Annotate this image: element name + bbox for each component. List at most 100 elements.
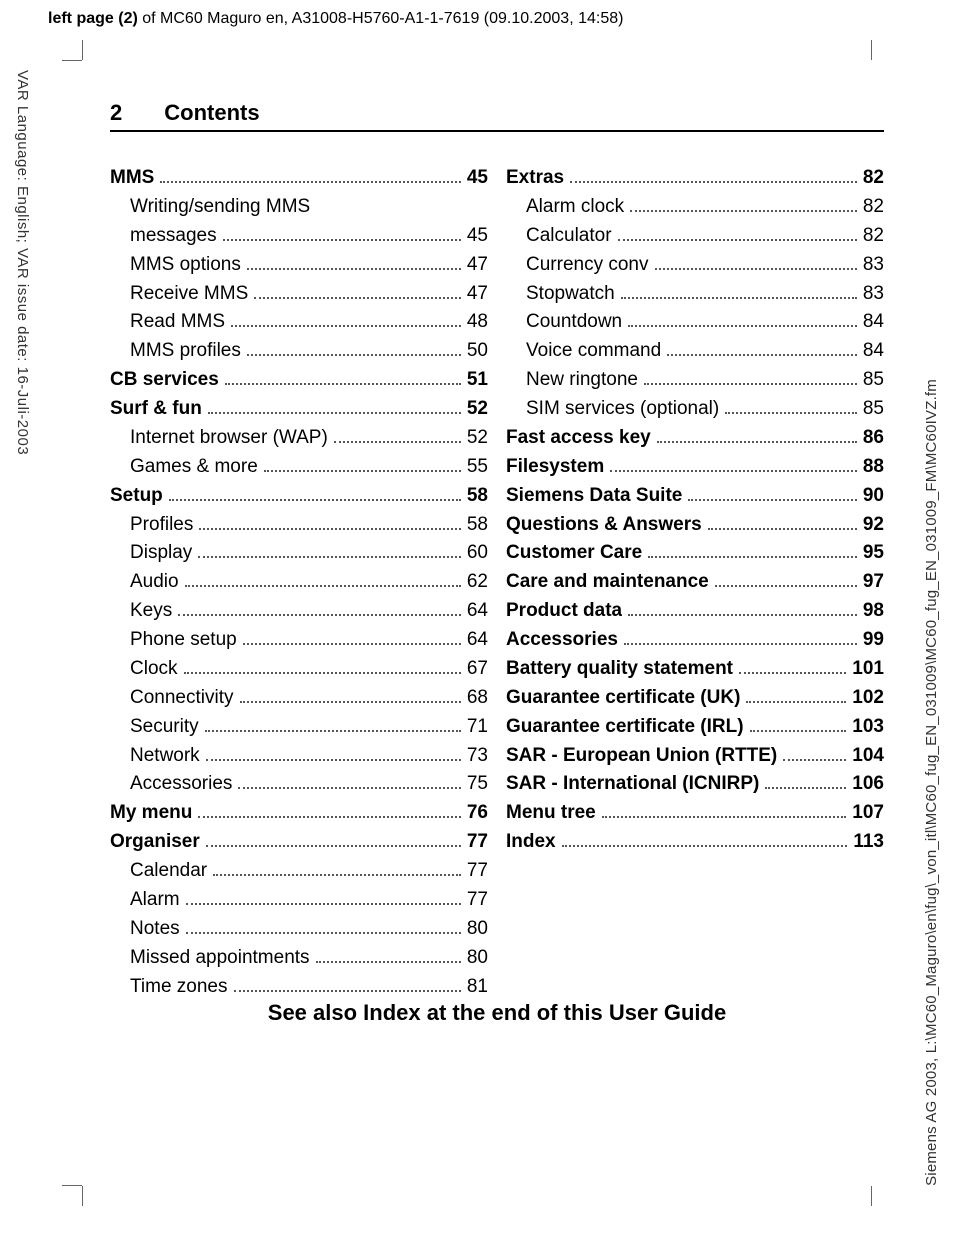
toc-leader-dots: [602, 816, 847, 818]
toc-leader-dots: [725, 412, 857, 414]
toc-leader-dots: [243, 643, 461, 645]
toc-leader-dots: [160, 181, 461, 183]
toc-leader-dots: [739, 672, 846, 674]
toc-label: Currency conv: [526, 251, 649, 280]
toc-page: 106: [852, 770, 884, 799]
toc-page: 83: [863, 251, 884, 280]
toc-page: 64: [467, 597, 488, 626]
toc-entry: Keys64: [110, 597, 488, 626]
toc-label: CB services: [110, 366, 219, 395]
toc-column-right: Extras82Alarm clock82Calculator82Currenc…: [506, 164, 884, 1001]
toc-page: 77: [467, 828, 488, 857]
toc-label: Read MMS: [130, 308, 225, 337]
toc-label: MMS: [110, 164, 154, 193]
toc-leader-dots: [208, 412, 461, 414]
toc-label: Accessories: [506, 626, 618, 655]
toc-page: 52: [467, 424, 488, 453]
toc-label: Menu tree: [506, 799, 596, 828]
toc-leader-dots: [657, 441, 857, 443]
toc-entry: Extras82: [506, 164, 884, 193]
toc-page: 45: [467, 222, 488, 251]
toc-entry: Stopwatch83: [506, 280, 884, 309]
page-number: 2: [110, 100, 122, 126]
toc-label: Calendar: [130, 857, 207, 886]
toc-entry: Alarm clock82: [506, 193, 884, 222]
toc-entry: messages45: [110, 222, 488, 251]
toc-page: 113: [853, 828, 884, 857]
toc-label: Setup: [110, 482, 163, 511]
toc-leader-dots: [247, 354, 461, 356]
page-title: Contents: [164, 100, 259, 126]
toc-entry: SIM services (optional)85: [506, 395, 884, 424]
toc-leader-dots: [169, 499, 461, 501]
toc-entry: Guarantee certificate (IRL)103: [506, 713, 884, 742]
toc-entry: Alarm77: [110, 886, 488, 915]
toc-entry: Accessories75: [110, 770, 488, 799]
side-note-left: VAR Language: English; VAR issue date: 1…: [14, 70, 31, 455]
toc-label: SAR - International (ICNIRP): [506, 770, 759, 799]
toc-leader-dots: [213, 874, 461, 876]
toc-page: 84: [863, 308, 884, 337]
toc-leader-dots: [225, 383, 461, 385]
toc-leader-dots: [621, 297, 857, 299]
toc-page: 82: [863, 164, 884, 193]
toc-label: Receive MMS: [130, 280, 248, 309]
toc-page: 82: [863, 193, 884, 222]
toc-page: 67: [467, 655, 488, 684]
toc-leader-dots: [648, 556, 857, 558]
toc-entry: Currency conv 83: [506, 251, 884, 280]
toc-entry: Games & more55: [110, 453, 488, 482]
toc-leader-dots: [186, 932, 461, 934]
toc-page: 77: [467, 886, 488, 915]
toc-label: Filesystem: [506, 453, 604, 482]
toc-entry: MMS45: [110, 164, 488, 193]
toc-page: 92: [863, 511, 884, 540]
toc-entry: MMS profiles50: [110, 337, 488, 366]
toc-page: 95: [863, 539, 884, 568]
toc-leader-dots: [628, 325, 857, 327]
toc-label: Phone setup: [130, 626, 237, 655]
toc-leader-dots: [783, 759, 846, 761]
toc-page: 50: [467, 337, 488, 366]
toc-entry: Guarantee certificate (UK)102: [506, 684, 884, 713]
toc-label: Surf & fun: [110, 395, 202, 424]
toc-label: New ringtone: [526, 366, 638, 395]
toc-label: Display: [130, 539, 192, 568]
toc-leader-dots: [247, 268, 461, 270]
toc-entry: Surf & fun52: [110, 395, 488, 424]
toc-page: 76: [467, 799, 488, 828]
toc-leader-dots: [185, 585, 461, 587]
toc-page: 80: [467, 915, 488, 944]
toc-label: Time zones: [130, 973, 228, 1002]
toc-leader-dots: [316, 961, 461, 963]
toc-page: 73: [467, 742, 488, 771]
toc-page: 47: [467, 251, 488, 280]
toc-leader-dots: [264, 470, 461, 472]
toc-page: 58: [467, 482, 488, 511]
toc-leader-dots: [570, 181, 857, 183]
toc-page: 71: [467, 713, 488, 742]
toc-entry: Siemens Data Suite90: [506, 482, 884, 511]
toc-leader-dots: [667, 354, 857, 356]
toc-leader-dots: [254, 297, 461, 299]
toc-entry: Internet browser (WAP)52: [110, 424, 488, 453]
toc-label: Countdown: [526, 308, 622, 337]
toc-label: Notes: [130, 915, 180, 944]
toc-label: Questions & Answers: [506, 511, 702, 540]
crop-mark-top-left: [78, 40, 102, 64]
toc-page: 58: [467, 511, 488, 540]
toc-entry: Missed appointments80: [110, 944, 488, 973]
header-rest: of MC60 Maguro en, A31008-H5760-A1-1-761…: [138, 10, 624, 27]
toc-label: Connectivity: [130, 684, 234, 713]
toc-label: Games & more: [130, 453, 258, 482]
toc-page: 90: [863, 482, 884, 511]
toc-leader-dots: [630, 210, 857, 212]
toc-leader-dots: [624, 643, 857, 645]
toc-leader-dots: [334, 441, 461, 443]
toc-label: Guarantee certificate (IRL): [506, 713, 744, 742]
toc-leader-dots: [618, 239, 857, 241]
toc-page: 62: [467, 568, 488, 597]
side-note-right: Siemens AG 2003, L:\MC60_Maguro\en\fug\_…: [923, 379, 940, 1186]
toc-page: 107: [852, 799, 884, 828]
toc-label: Accessories: [130, 770, 232, 799]
